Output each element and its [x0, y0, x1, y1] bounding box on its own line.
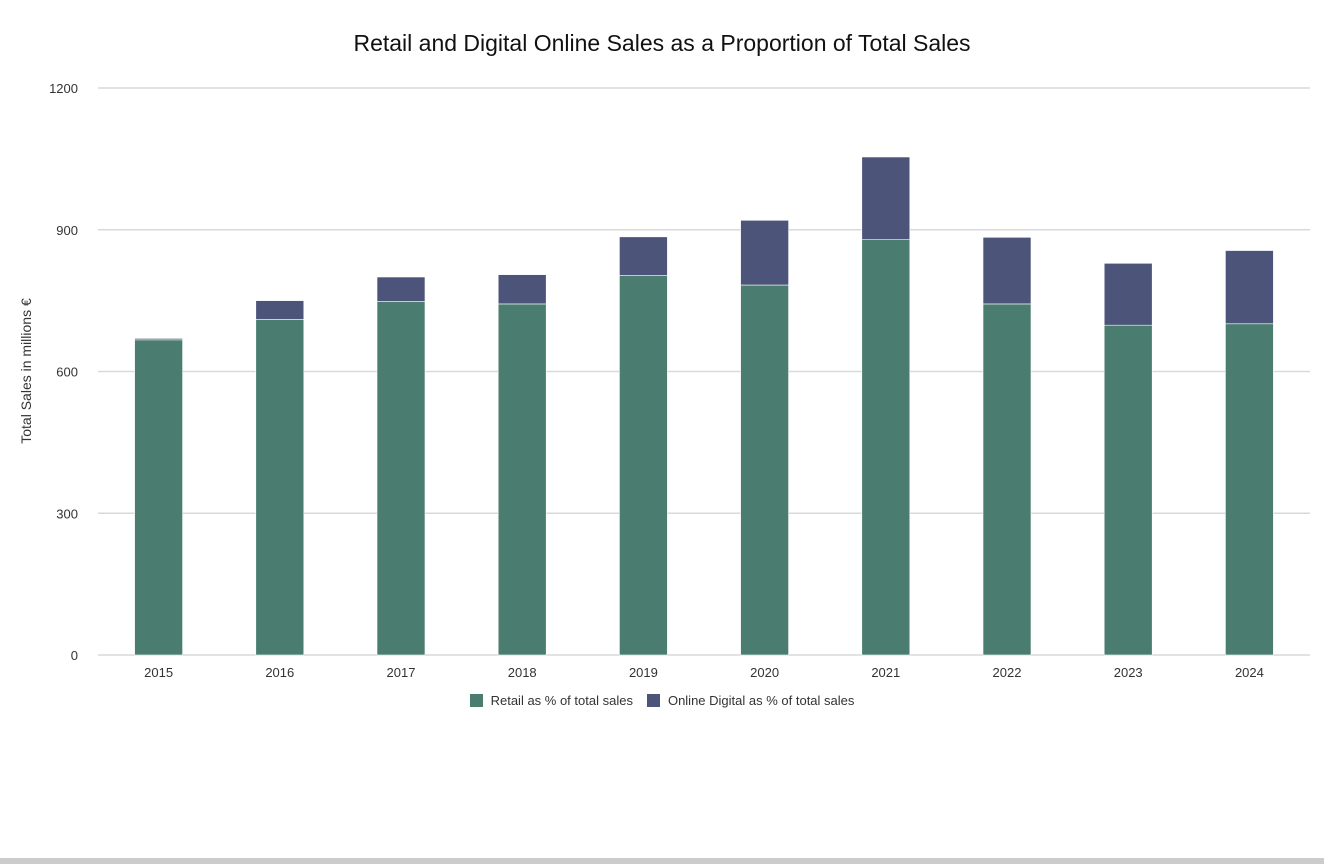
- bar-retail[interactable]: [861, 239, 911, 656]
- bar-online[interactable]: [376, 276, 426, 302]
- bar-retail[interactable]: [497, 303, 547, 656]
- bar-online[interactable]: [1103, 262, 1153, 326]
- bar-retail[interactable]: [134, 339, 183, 656]
- legend-label-retail: Retail as % of total sales: [490, 693, 633, 708]
- x-tick-label: 2019: [629, 665, 658, 680]
- legend: Retail as % of total sales Online Digita…: [0, 693, 1324, 708]
- bottom-border: [0, 858, 1324, 864]
- legend-label-online: Online Digital as % of total sales: [667, 693, 855, 708]
- bar-online[interactable]: [740, 220, 789, 286]
- bar-online[interactable]: [982, 237, 1032, 305]
- bar-retail[interactable]: [376, 301, 426, 656]
- y-tick-label: 0: [71, 648, 78, 663]
- legend-item-online[interactable]: Online Digital as % of total sales: [646, 693, 855, 708]
- x-tick-label: 2018: [508, 665, 537, 680]
- bar-retail[interactable]: [740, 284, 789, 656]
- y-tick-label: 1200: [49, 81, 78, 96]
- bar-online[interactable]: [497, 274, 547, 305]
- y-tick-label: 600: [56, 365, 78, 380]
- x-tick-label: 2016: [265, 665, 294, 680]
- x-tick-label: 2024: [1235, 665, 1264, 680]
- bar-online[interactable]: [255, 300, 305, 320]
- chart-title: Retail and Digital Online Sales as a Pro…: [353, 30, 971, 56]
- bar-retail[interactable]: [619, 275, 668, 656]
- legend-swatch-retail: [469, 694, 483, 707]
- bar-retail[interactable]: [1103, 324, 1153, 656]
- bar-online[interactable]: [1225, 250, 1274, 325]
- bar-retail[interactable]: [982, 303, 1032, 656]
- legend-item-retail[interactable]: Retail as % of total sales: [469, 693, 633, 708]
- x-tick-label: 2022: [993, 665, 1022, 680]
- bar-online[interactable]: [134, 338, 183, 341]
- y-axis-ticks: 0 300 600 900 1200: [49, 81, 78, 663]
- x-tick-label: 2023: [1114, 665, 1143, 680]
- x-axis-ticks: 2015 2016 2017 2018 2019 2020 2021 2022 2023 2024: [144, 665, 1264, 680]
- legend-swatch-online: [646, 694, 660, 707]
- x-tick-label: 2021: [871, 665, 900, 680]
- y-axis-label: Total Sales in millions €: [18, 298, 34, 444]
- bar-retail[interactable]: [255, 319, 305, 656]
- x-tick-label: 2020: [750, 665, 779, 680]
- bar-retail[interactable]: [1225, 323, 1274, 656]
- bar-online[interactable]: [619, 236, 668, 276]
- bar-online[interactable]: [861, 156, 911, 240]
- x-tick-label: 2017: [387, 665, 416, 680]
- x-tick-label: 2015: [144, 665, 173, 680]
- y-tick-label: 300: [56, 506, 78, 521]
- y-tick-label: 900: [56, 223, 78, 238]
- bars: [134, 156, 1274, 656]
